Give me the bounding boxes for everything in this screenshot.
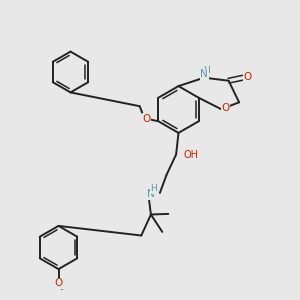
Text: O: O xyxy=(244,72,252,82)
Text: OH: OH xyxy=(183,149,198,160)
Text: H: H xyxy=(203,66,210,75)
Text: H: H xyxy=(151,184,157,193)
Text: O: O xyxy=(221,103,230,113)
Text: O: O xyxy=(142,114,151,124)
Text: N: N xyxy=(147,189,155,199)
Text: N: N xyxy=(200,69,208,79)
Text: O: O xyxy=(54,278,63,289)
